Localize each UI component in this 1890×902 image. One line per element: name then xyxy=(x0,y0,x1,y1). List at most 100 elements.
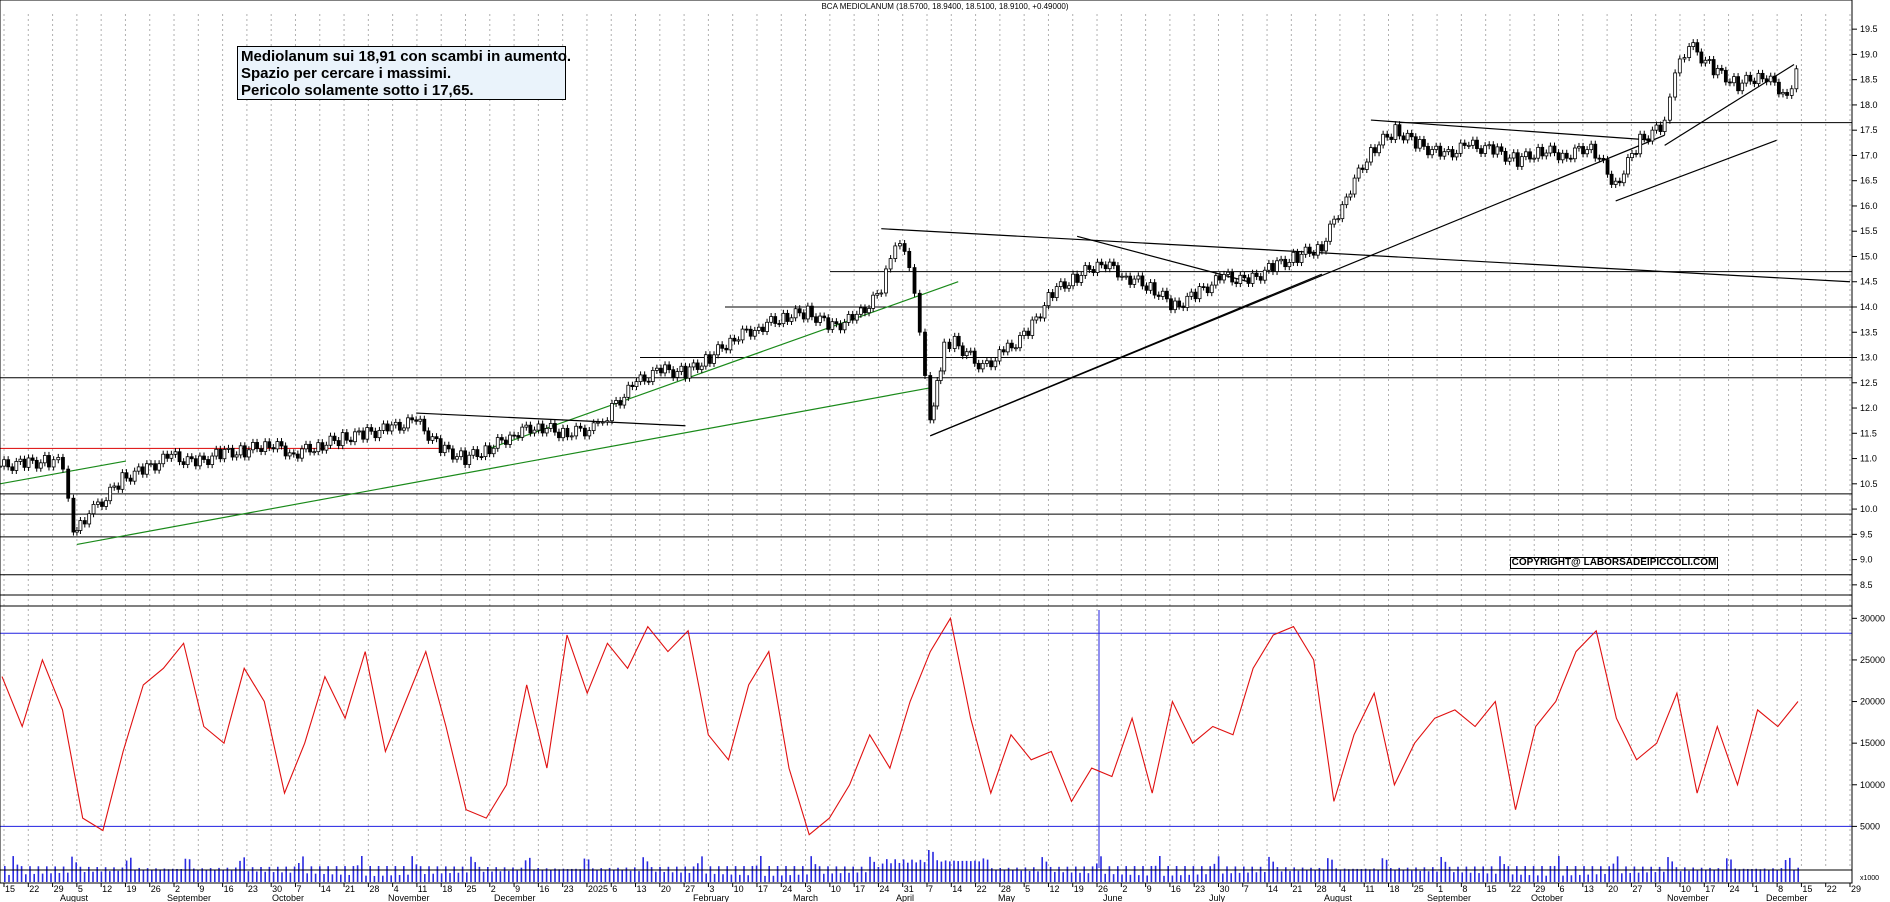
black-trend-line xyxy=(1370,119,1655,141)
candle-body xyxy=(1528,151,1532,160)
x-tick-label: 17 xyxy=(855,884,865,894)
candle-body xyxy=(1642,133,1647,140)
candle-body xyxy=(822,315,827,319)
candle-body xyxy=(614,400,618,404)
candle-body xyxy=(879,292,884,295)
candle-body xyxy=(1585,149,1590,155)
osc-y-tick-label: 5000 xyxy=(1860,821,1880,831)
volume-bar xyxy=(37,866,40,882)
candle-body xyxy=(756,326,761,331)
candle-body xyxy=(1744,74,1749,84)
volume-bar xyxy=(1490,866,1493,882)
candle-body xyxy=(1673,72,1678,98)
candle-body xyxy=(1120,275,1124,278)
x-tick-label: 24 xyxy=(1730,884,1740,894)
volume-bar xyxy=(1772,868,1774,882)
candle-body xyxy=(491,447,496,455)
candle-body xyxy=(659,367,663,374)
candle-body xyxy=(56,457,61,461)
volume-bar xyxy=(1562,875,1564,882)
volume-bar xyxy=(361,856,363,882)
volume-bar xyxy=(1028,871,1031,882)
candle-body xyxy=(2,459,6,467)
volume-bar xyxy=(1553,865,1556,882)
candle-body xyxy=(1103,264,1108,270)
x-tick-label: 16 xyxy=(1171,884,1181,894)
volume-bar xyxy=(730,874,733,882)
candle-body xyxy=(1279,258,1284,262)
volume-bar xyxy=(965,860,968,882)
x-tick-label: 14 xyxy=(952,884,962,894)
volume-bar xyxy=(1343,868,1346,882)
volume-bar xyxy=(520,867,523,882)
volume-bar xyxy=(125,860,128,882)
volume-bar xyxy=(1247,872,1249,882)
volume-bar xyxy=(1394,870,1396,882)
candle-body xyxy=(402,427,406,431)
x-tick-label: 15 xyxy=(1802,884,1812,894)
volume-bar xyxy=(1121,874,1123,882)
x-tick-label: 17 xyxy=(1705,884,1715,894)
volume-bar xyxy=(688,872,691,882)
volume-bar xyxy=(974,860,976,882)
volume-bar xyxy=(617,867,619,882)
volume-bar xyxy=(1163,875,1165,882)
volume-bar xyxy=(1516,866,1518,882)
candle-body xyxy=(871,294,876,309)
volume-bar xyxy=(46,866,48,882)
candle-body xyxy=(1030,319,1035,336)
volume-bar xyxy=(1133,866,1136,882)
volume-bar xyxy=(571,868,573,882)
volume-bar xyxy=(944,860,947,882)
candle-body xyxy=(867,308,871,314)
candle-body xyxy=(1132,278,1137,285)
volume-bar xyxy=(1797,867,1799,882)
candle-body xyxy=(214,448,219,457)
volume-axis-label: x1000 xyxy=(1860,875,1879,882)
volume-bar xyxy=(1335,868,1337,882)
volume-bar xyxy=(936,860,938,882)
volume-bar xyxy=(218,867,220,882)
candle-body xyxy=(902,243,907,252)
volume-bar xyxy=(1700,867,1703,882)
volume-bar xyxy=(663,871,665,882)
x-tick-label: 26 xyxy=(1098,884,1108,894)
volume-bar xyxy=(890,863,892,882)
x-tick-label: 4 xyxy=(394,884,399,894)
volume-bar xyxy=(1045,861,1048,882)
candle-body xyxy=(1303,246,1308,255)
candle-body xyxy=(912,267,917,294)
candle-body xyxy=(1209,284,1214,294)
candle-body xyxy=(153,463,157,471)
candle-body xyxy=(108,486,113,502)
candle-body xyxy=(1177,300,1182,307)
candle-body xyxy=(1152,282,1157,296)
volume-bar xyxy=(319,866,321,882)
candle-body xyxy=(1677,58,1682,74)
candle-body xyxy=(740,328,745,341)
volume-bar xyxy=(587,859,590,882)
candle-body xyxy=(1213,275,1218,286)
price-y-tick-label: 9.0 xyxy=(1860,555,1873,565)
volume-bar xyxy=(197,869,199,882)
candle-body xyxy=(626,384,631,398)
volume-bar xyxy=(743,866,745,882)
price-y-tick-label: 13.5 xyxy=(1860,327,1878,337)
candle-body xyxy=(1785,92,1789,96)
candle-body xyxy=(907,250,912,268)
volume-bar xyxy=(797,874,800,882)
black-trend-line xyxy=(1615,139,1777,202)
candle-body xyxy=(410,417,414,421)
candle-body xyxy=(1099,261,1104,266)
x-tick-label: 12 xyxy=(102,884,112,894)
volume-bar xyxy=(222,870,224,882)
volume-bar xyxy=(172,868,174,882)
candle-body xyxy=(128,477,133,482)
x-tick-label: 22 xyxy=(29,884,39,894)
candle-body xyxy=(1597,157,1602,160)
candle-body xyxy=(1238,274,1243,284)
candle-body xyxy=(1001,349,1006,353)
candle-body xyxy=(275,441,280,450)
volume-bar xyxy=(1390,868,1392,882)
volume-bar xyxy=(1301,867,1304,882)
